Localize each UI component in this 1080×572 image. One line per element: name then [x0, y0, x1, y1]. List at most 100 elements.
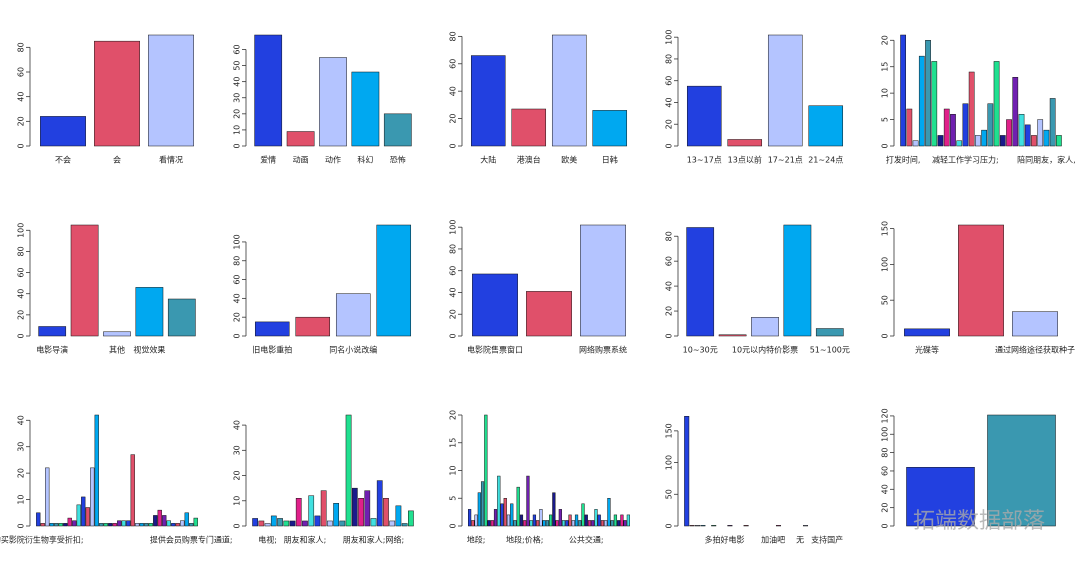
y-tick-label: 150: [665, 423, 674, 438]
bar: [370, 518, 377, 527]
bar: [500, 503, 504, 527]
bar: [283, 520, 290, 527]
bar: [94, 40, 140, 147]
y-tick-label: 40: [233, 293, 242, 303]
bar: [906, 108, 913, 147]
x-tick-label: 10元以内特价影票: [732, 345, 798, 355]
y-tick-label: 20: [233, 470, 242, 480]
bar: [767, 34, 803, 147]
bar: [364, 490, 371, 527]
bar: [950, 114, 956, 147]
bar: [523, 520, 527, 527]
x-tick-label: 购买影院衍生物享受折扣;: [0, 535, 84, 545]
bar: [487, 520, 491, 527]
bar: [376, 224, 412, 337]
y-tick-label: 0: [449, 523, 458, 528]
y-tick-label: 50: [881, 295, 890, 305]
bar: [686, 85, 722, 147]
x-tick-label: 视觉效果: [133, 345, 165, 355]
bar: [561, 520, 566, 527]
bar: [610, 520, 614, 527]
bar: [1024, 124, 1031, 147]
bar: [743, 525, 749, 527]
bar: [327, 520, 333, 527]
bar: [506, 514, 511, 527]
bar: [578, 520, 582, 527]
y-tick-label: 0: [881, 143, 890, 148]
bar: [565, 520, 569, 527]
bar: [968, 71, 975, 147]
x-tick-label: 多拍好电影: [705, 535, 745, 545]
bar: [302, 520, 308, 527]
bar: [617, 520, 621, 527]
bar: [510, 503, 514, 527]
bar: [167, 298, 196, 337]
bar: [1006, 119, 1012, 147]
bar: [918, 55, 925, 147]
y-tick-label: 0: [449, 333, 458, 338]
bar: [67, 517, 72, 527]
y-tick-label: 10: [449, 465, 458, 475]
bar: [103, 523, 108, 527]
bar: [126, 520, 131, 527]
bar: [526, 291, 572, 337]
y-tick-label: 80: [449, 31, 458, 41]
bar: [252, 518, 258, 527]
bar: [906, 467, 975, 527]
bar: [383, 113, 412, 147]
y-tick-label: 20: [17, 116, 26, 126]
bar: [912, 140, 919, 147]
y-tick-label: 20: [449, 309, 458, 319]
bar: [484, 414, 488, 527]
bar: [339, 520, 346, 527]
bar: [1018, 114, 1025, 147]
bar: [686, 227, 715, 337]
bar: [135, 523, 140, 527]
bar: [72, 520, 77, 527]
y-tick-label: 80: [233, 256, 242, 266]
bar: [468, 509, 472, 527]
bar: [694, 525, 701, 527]
bar: [592, 110, 628, 147]
bar: [1043, 129, 1050, 147]
bar: [526, 475, 530, 527]
y-tick-label: 20: [665, 119, 674, 129]
bar: [551, 34, 587, 147]
y-tick-label: 0: [17, 143, 26, 148]
bar: [490, 520, 494, 527]
bar: [532, 514, 537, 527]
bar: [937, 135, 944, 147]
bar: [511, 108, 547, 147]
bar: [58, 523, 63, 527]
bar: [925, 40, 931, 147]
y-tick-label: 80: [17, 246, 26, 256]
bar: [711, 525, 717, 527]
bar: [153, 515, 158, 527]
bar: [623, 520, 627, 527]
bar: [76, 504, 81, 527]
watermark: 拓端数据部落: [913, 509, 1045, 534]
bar: [607, 498, 611, 527]
bar: [981, 129, 987, 147]
bar: [333, 503, 339, 527]
bar: [308, 495, 315, 527]
y-tick-label: 0: [449, 143, 458, 148]
bar: [264, 523, 271, 527]
y-tick-label: 20: [881, 503, 890, 513]
y-tick-label: 20: [665, 306, 674, 316]
bar: [99, 523, 104, 527]
y-tick-label: 20: [233, 109, 242, 119]
bar: [513, 520, 517, 527]
x-tick-label: 欧美: [561, 155, 577, 165]
bar: [751, 317, 779, 337]
bar: [539, 509, 543, 527]
bar: [112, 523, 117, 527]
bar: [180, 520, 185, 527]
y-tick-label: 60: [665, 76, 674, 86]
x-tick-label: 大陆: [480, 155, 496, 165]
bar: [987, 103, 994, 147]
y-tick-label: 60: [449, 59, 458, 69]
bar: [574, 514, 579, 527]
y-tick-label: 60: [17, 267, 26, 277]
